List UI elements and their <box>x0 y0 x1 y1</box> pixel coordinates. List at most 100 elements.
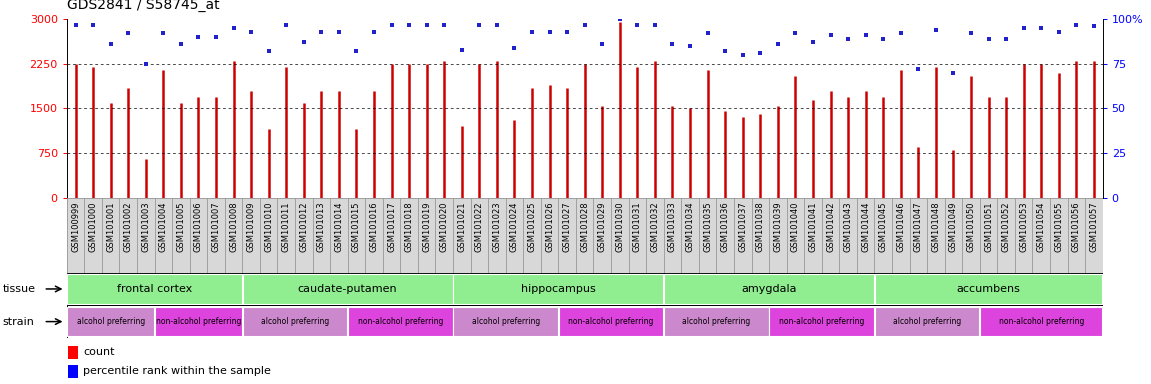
Text: non-alcohol preferring: non-alcohol preferring <box>358 317 443 326</box>
Text: non-alcohol preferring: non-alcohol preferring <box>569 317 654 326</box>
Text: GSM101028: GSM101028 <box>580 202 589 252</box>
Text: GSM101043: GSM101043 <box>844 202 853 252</box>
Bar <box>471 198 488 273</box>
Text: GSM101030: GSM101030 <box>616 202 624 252</box>
Point <box>822 32 840 38</box>
Text: GSM101044: GSM101044 <box>861 202 870 252</box>
Point <box>927 27 945 33</box>
Bar <box>769 307 874 336</box>
Bar <box>418 198 435 273</box>
Bar <box>190 198 207 273</box>
Text: GSM101036: GSM101036 <box>721 202 730 252</box>
Text: GSM101041: GSM101041 <box>808 202 817 252</box>
Text: GSM101046: GSM101046 <box>897 202 905 252</box>
Text: GSM101024: GSM101024 <box>510 202 519 252</box>
Text: non-alcohol preferring: non-alcohol preferring <box>155 317 241 326</box>
Text: GSM101009: GSM101009 <box>246 202 256 252</box>
Bar <box>330 198 348 273</box>
Point <box>277 22 296 28</box>
Bar <box>576 198 594 273</box>
Point <box>803 39 822 45</box>
Bar <box>68 365 78 378</box>
Point <box>558 29 577 35</box>
Text: GSM101002: GSM101002 <box>123 202 132 252</box>
Point <box>874 36 892 42</box>
Bar <box>734 198 752 273</box>
Point <box>435 22 453 28</box>
Text: GSM101010: GSM101010 <box>265 202 273 252</box>
Text: GSM101049: GSM101049 <box>948 202 958 252</box>
Bar <box>786 198 805 273</box>
Point <box>856 32 875 38</box>
Bar <box>628 198 646 273</box>
Text: GSM101005: GSM101005 <box>176 202 185 252</box>
Text: GSM101008: GSM101008 <box>229 202 238 252</box>
Text: GSM101019: GSM101019 <box>422 202 432 252</box>
Point <box>154 30 173 36</box>
Text: GSM101026: GSM101026 <box>546 202 554 252</box>
Bar <box>981 307 1103 336</box>
Bar <box>102 198 120 273</box>
Bar <box>962 198 980 273</box>
Bar <box>681 198 699 273</box>
Bar <box>224 198 243 273</box>
Text: hippocampus: hippocampus <box>521 284 596 294</box>
Bar <box>453 198 471 273</box>
Bar <box>435 198 453 273</box>
Bar <box>260 198 277 273</box>
Text: GSM101027: GSM101027 <box>563 202 572 252</box>
Text: GSM101033: GSM101033 <box>668 202 677 252</box>
Point <box>224 25 243 31</box>
Text: GSM101050: GSM101050 <box>967 202 976 252</box>
Point <box>505 45 524 51</box>
Text: GSM101020: GSM101020 <box>440 202 449 252</box>
Bar <box>805 198 822 273</box>
Point <box>101 41 120 47</box>
Point <box>540 29 558 35</box>
Bar <box>243 307 348 336</box>
Bar <box>365 198 383 273</box>
Bar <box>875 307 980 336</box>
Bar <box>277 198 295 273</box>
Text: GSM101018: GSM101018 <box>405 202 413 252</box>
Bar <box>173 198 190 273</box>
Text: alcohol preferring: alcohol preferring <box>76 317 145 326</box>
Point <box>1014 25 1032 31</box>
Bar <box>154 198 173 273</box>
Bar <box>383 198 401 273</box>
Point <box>909 66 928 72</box>
Text: GSM101057: GSM101057 <box>1089 202 1098 252</box>
Text: GSM101031: GSM101031 <box>633 202 642 252</box>
Text: GSM101034: GSM101034 <box>686 202 694 252</box>
Bar <box>243 198 260 273</box>
Text: GSM101016: GSM101016 <box>369 202 379 252</box>
Text: GSM101039: GSM101039 <box>773 202 783 252</box>
Point <box>84 22 102 28</box>
Bar <box>207 198 224 273</box>
Bar <box>137 198 154 273</box>
Point <box>1067 22 1085 28</box>
Text: GSM100999: GSM100999 <box>71 202 81 252</box>
Bar <box>120 198 137 273</box>
Text: GSM101053: GSM101053 <box>1019 202 1028 252</box>
Text: GSM101038: GSM101038 <box>756 202 764 252</box>
Point <box>716 48 734 55</box>
Point <box>207 34 226 40</box>
Bar <box>1085 198 1103 273</box>
Text: GSM101015: GSM101015 <box>352 202 361 252</box>
Bar <box>453 307 558 336</box>
Point <box>786 30 805 36</box>
Point <box>470 22 488 28</box>
Bar <box>611 198 628 273</box>
Bar <box>84 198 102 273</box>
Point <box>962 30 981 36</box>
Bar <box>769 198 786 273</box>
Bar <box>664 307 769 336</box>
Text: GSM101011: GSM101011 <box>282 202 291 252</box>
Text: GSM101021: GSM101021 <box>457 202 466 252</box>
Text: GSM101047: GSM101047 <box>914 202 923 252</box>
Text: frontal cortex: frontal cortex <box>117 284 192 294</box>
Bar <box>875 198 892 273</box>
Point <box>189 34 207 40</box>
Bar <box>664 198 681 273</box>
